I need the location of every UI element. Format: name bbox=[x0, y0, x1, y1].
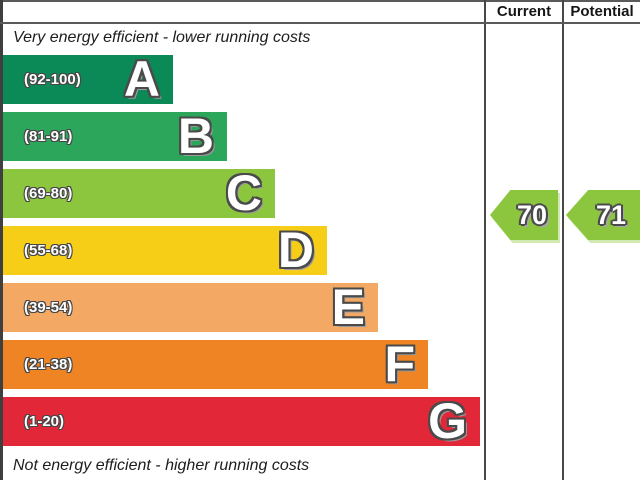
band-e-range-label: (39-54) bbox=[24, 299, 73, 316]
band-a-range-label: (92-100) bbox=[24, 71, 81, 88]
potential-rating-arrow: 71 bbox=[566, 190, 640, 240]
band-c: (69-80) C bbox=[3, 165, 275, 221]
band-c-range-label: (69-80) bbox=[24, 185, 73, 202]
band-d: (55-68) D bbox=[3, 222, 327, 278]
band-g-letter: G bbox=[428, 393, 467, 449]
bottom-caption: Not energy efficient - higher running co… bbox=[13, 457, 310, 474]
current-column-divider bbox=[484, 0, 486, 480]
current-rating-arrow: 70 bbox=[490, 190, 558, 240]
potential-column-header: Potential bbox=[570, 3, 634, 20]
band-g-range-label: (1-20) bbox=[24, 413, 65, 430]
current-rating-value: 70 bbox=[516, 199, 548, 230]
header-separator-line bbox=[0, 22, 640, 24]
top-caption: Very energy efficient - lower running co… bbox=[13, 29, 311, 46]
potential-rating-arrow-shape: 71 bbox=[566, 190, 640, 240]
potential-rating-value: 71 bbox=[595, 199, 627, 230]
current-rating-arrow-shape: 70 bbox=[490, 190, 558, 240]
band-b-letter: B bbox=[177, 108, 214, 164]
band-a-letter: A bbox=[123, 51, 160, 107]
band-b: (81-91) B bbox=[3, 108, 227, 164]
band-c-letter: C bbox=[225, 165, 262, 221]
band-e-letter: E bbox=[331, 279, 365, 335]
band-f-letter: F bbox=[384, 336, 415, 392]
potential-column-divider bbox=[562, 0, 564, 480]
band-f: (21-38) F bbox=[3, 336, 428, 392]
left-border-line bbox=[0, 0, 3, 480]
top-border-line bbox=[0, 0, 640, 2]
band-g: (1-20) G bbox=[3, 393, 480, 449]
band-d-letter: D bbox=[277, 222, 314, 278]
current-column-header: Current bbox=[496, 3, 552, 20]
band-a: (92-100) A bbox=[3, 51, 173, 107]
band-e: (39-54) E bbox=[3, 279, 378, 335]
band-d-range-label: (55-68) bbox=[24, 242, 73, 259]
band-b-range-label: (81-91) bbox=[24, 128, 73, 145]
band-f-range-label: (21-38) bbox=[24, 356, 73, 373]
